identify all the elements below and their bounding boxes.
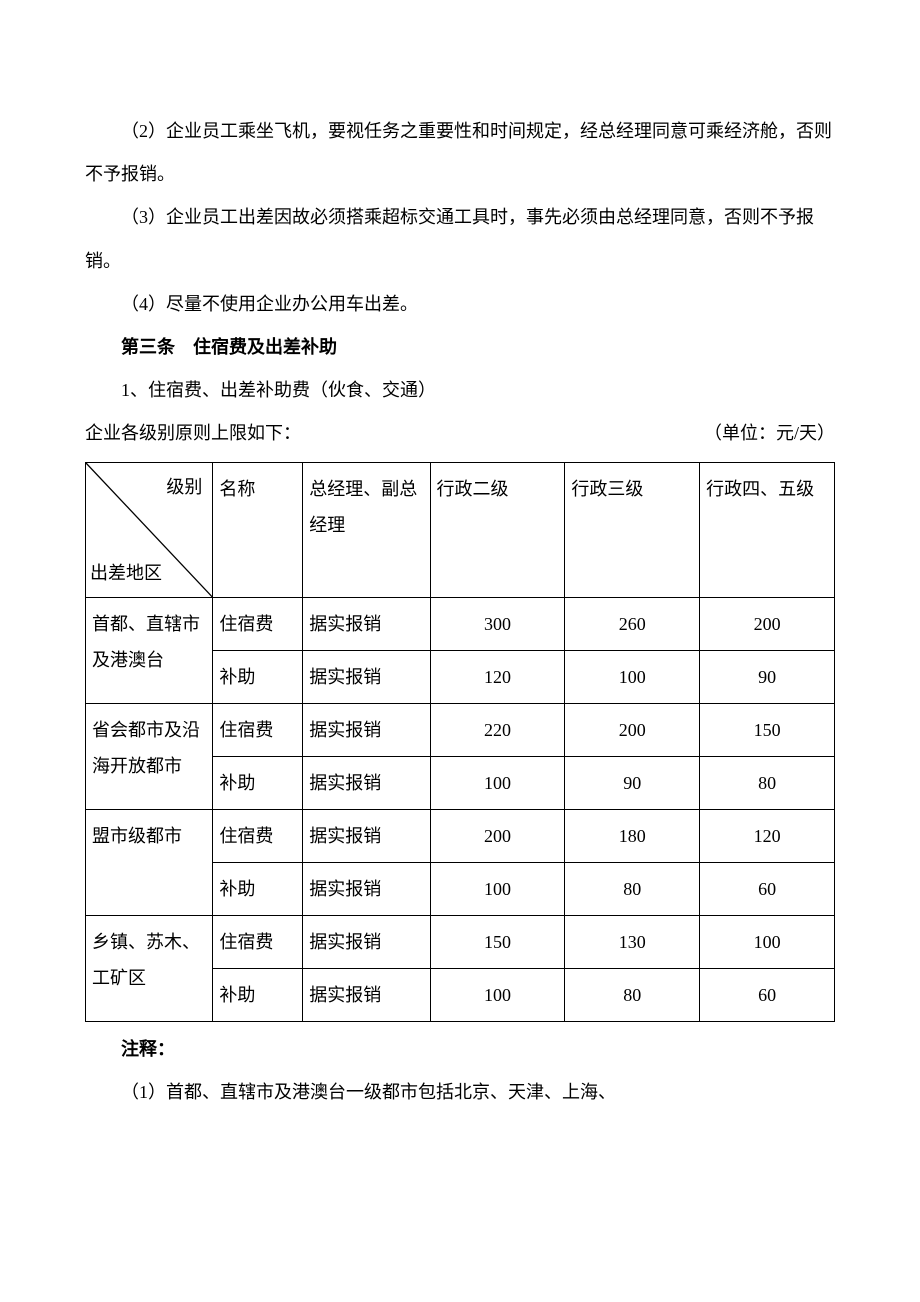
lv4-cell: 60 <box>700 862 835 915</box>
lv3-cell: 180 <box>565 809 700 862</box>
gm-cell: 据实报销 <box>303 862 430 915</box>
region-cell: 省会都市及沿海开放都市 <box>86 703 213 809</box>
region-cell: 乡镇、苏木、工矿区 <box>86 915 213 1021</box>
lv2-cell: 100 <box>430 756 565 809</box>
region-cell: 首都、直辖市及港澳台 <box>86 597 213 703</box>
table-intro-row: 企业各级别原则上限如下： （单位：元/天） <box>85 412 835 455</box>
lv3-cell: 90 <box>565 756 700 809</box>
lv4-cell: 150 <box>700 703 835 756</box>
lv4-cell: 120 <box>700 809 835 862</box>
lv4-cell: 100 <box>700 915 835 968</box>
lv3-cell: 80 <box>565 862 700 915</box>
name-cell: 补助 <box>213 968 303 1021</box>
header-region-label: 出差地区 <box>90 555 162 591</box>
diagonal-header-cell: 级别 出差地区 <box>86 462 213 597</box>
header-name: 名称 <box>213 462 303 597</box>
lv3-cell: 130 <box>565 915 700 968</box>
gm-cell: 据实报销 <box>303 597 430 650</box>
header-level-label: 级别 <box>166 469 202 505</box>
name-cell: 住宿费 <box>213 703 303 756</box>
header-lv3: 行政三级 <box>565 462 700 597</box>
paragraph-2: （2）企业员工乘坐飞机，要视任务之重要性和时间规定，经总经理同意可乘经济舱，否则… <box>85 110 835 196</box>
note-item-1: （1）首都、直辖市及港澳台一级都市包括北京、天津、上海、 <box>85 1071 835 1114</box>
name-cell: 住宿费 <box>213 915 303 968</box>
gm-cell: 据实报销 <box>303 703 430 756</box>
lv4-cell: 80 <box>700 756 835 809</box>
table-intro-left: 企业各级别原则上限如下： <box>85 412 301 455</box>
table-intro-right: （单位：元/天） <box>704 412 835 455</box>
table-row: 首都、直辖市及港澳台 住宿费 据实报销 300 260 200 <box>86 597 835 650</box>
gm-cell: 据实报销 <box>303 650 430 703</box>
lv3-cell: 100 <box>565 650 700 703</box>
name-cell: 补助 <box>213 862 303 915</box>
note-heading: 注释： <box>85 1028 835 1071</box>
lv4-cell: 200 <box>700 597 835 650</box>
lv2-cell: 150 <box>430 915 565 968</box>
lv2-cell: 220 <box>430 703 565 756</box>
lv4-cell: 90 <box>700 650 835 703</box>
header-lv2: 行政二级 <box>430 462 565 597</box>
header-gm: 总经理、副总经理 <box>303 462 430 597</box>
gm-cell: 据实报销 <box>303 968 430 1021</box>
name-cell: 住宿费 <box>213 809 303 862</box>
header-lv4: 行政四、五级 <box>700 462 835 597</box>
paragraph-4: （4）尽量不使用企业办公用车出差。 <box>85 283 835 326</box>
lv2-cell: 300 <box>430 597 565 650</box>
name-cell: 补助 <box>213 650 303 703</box>
gm-cell: 据实报销 <box>303 809 430 862</box>
paragraph-item-1: 1、住宿费、出差补助费（伙食、交通） <box>85 369 835 412</box>
gm-cell: 据实报销 <box>303 915 430 968</box>
lv2-cell: 100 <box>430 968 565 1021</box>
table-header-row: 级别 出差地区 名称 总经理、副总经理 行政二级 行政三级 行政四、五级 <box>86 462 835 597</box>
article-heading: 第三条 住宿费及出差补助 <box>85 326 835 369</box>
table-row: 乡镇、苏木、工矿区 住宿费 据实报销 150 130 100 <box>86 915 835 968</box>
paragraph-3: （3）企业员工出差因故必须搭乘超标交通工具时，事先必须由总经理同意，否则不予报销… <box>85 196 835 282</box>
name-cell: 住宿费 <box>213 597 303 650</box>
table-row: 省会都市及沿海开放都市 住宿费 据实报销 220 200 150 <box>86 703 835 756</box>
lv3-cell: 80 <box>565 968 700 1021</box>
table-row: 盟市级都市 住宿费 据实报销 200 180 120 <box>86 809 835 862</box>
lv2-cell: 200 <box>430 809 565 862</box>
gm-cell: 据实报销 <box>303 756 430 809</box>
lv2-cell: 120 <box>430 650 565 703</box>
name-cell: 补助 <box>213 756 303 809</box>
expense-table: 级别 出差地区 名称 总经理、副总经理 行政二级 行政三级 行政四、五级 首都、… <box>85 462 835 1022</box>
lv4-cell: 60 <box>700 968 835 1021</box>
lv3-cell: 260 <box>565 597 700 650</box>
lv3-cell: 200 <box>565 703 700 756</box>
region-cell: 盟市级都市 <box>86 809 213 915</box>
lv2-cell: 100 <box>430 862 565 915</box>
